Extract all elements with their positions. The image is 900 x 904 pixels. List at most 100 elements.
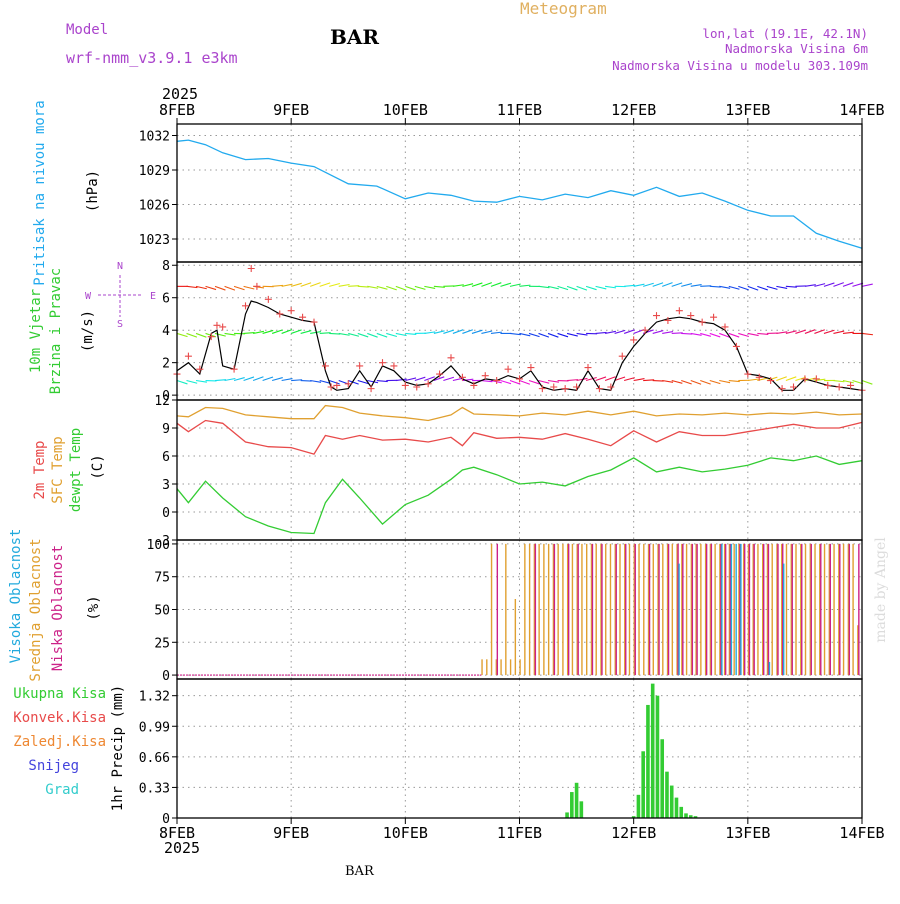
wind-arrow	[520, 381, 530, 385]
wind-gust-mark	[328, 384, 335, 391]
wind-title-1: 10m Vjetar	[28, 289, 44, 373]
y-tick-label: 9	[162, 422, 170, 437]
wind-arrow	[634, 284, 645, 286]
x-tick-label-bottom: 12FEB	[611, 824, 656, 842]
wind-arrow	[596, 286, 607, 289]
wind-arrow	[301, 331, 312, 334]
wind-gust-mark	[231, 366, 238, 373]
wind-arrow	[339, 333, 350, 335]
wind-arrow	[386, 286, 396, 290]
wind-gust-mark	[276, 310, 283, 317]
precip-bar	[637, 795, 641, 818]
sfc-temp-line	[177, 406, 862, 421]
wind-arrow	[215, 380, 226, 381]
wind-arrow	[367, 286, 378, 288]
wind-arrow	[662, 381, 673, 383]
wind-arrow	[225, 333, 236, 335]
wind-arrow	[405, 378, 416, 381]
y-tick-label: 1026	[139, 199, 170, 214]
wind-arrow	[348, 333, 359, 336]
y-tick-label: 1032	[139, 130, 170, 145]
lonlat-label: lon,lat (19.1E, 42.1N)	[702, 26, 868, 41]
wind-arrow	[634, 379, 645, 381]
wind-gust-mark	[642, 327, 649, 334]
wind-arrow	[510, 381, 520, 385]
y-tick-label: 0.33	[139, 781, 170, 796]
wind-arrow	[548, 381, 559, 383]
panel-frame-temperature	[177, 400, 862, 540]
model-name: wrf-nmm_v3.9.1 e3km	[66, 49, 238, 67]
wind-arrow	[367, 381, 378, 383]
wind-arrow	[320, 333, 331, 334]
wind-arrow	[776, 332, 787, 334]
credit: made by Angel	[873, 537, 889, 643]
wind-arrow	[862, 381, 872, 385]
wind-arrow	[453, 285, 464, 287]
compass-e: E	[150, 291, 156, 302]
wind-gust-mark	[539, 385, 546, 392]
precip-bar	[570, 792, 574, 818]
wind-arrow	[843, 381, 854, 383]
wind-arrow	[710, 286, 721, 287]
wind-arrow	[339, 285, 350, 287]
wind-arrow	[662, 332, 673, 334]
wind-arrow	[577, 286, 587, 290]
wind-arrow	[605, 286, 616, 288]
wind-gust-mark	[248, 265, 255, 272]
wind-arrow	[244, 286, 255, 289]
wind-arrow	[434, 331, 445, 334]
wind-arrow	[681, 284, 692, 287]
grid-layer	[177, 124, 862, 818]
wind-arrow	[225, 378, 236, 380]
wind-arrow	[700, 333, 711, 336]
temp-unit: (C)	[90, 454, 106, 479]
wind-arrow	[491, 283, 501, 287]
precip-legend-item: Konvek.Kisa	[13, 710, 106, 726]
wind-arrow	[577, 333, 588, 335]
wind-arrow	[348, 286, 359, 287]
wind-arrow	[814, 284, 825, 287]
wind-gust-mark	[448, 354, 455, 361]
wind-arrow	[481, 331, 492, 333]
wind-arrow	[396, 286, 406, 290]
wind-arrow	[196, 381, 207, 383]
wind-arrow	[691, 285, 702, 287]
wind-gust-mark	[265, 296, 272, 303]
wind-gust-mark	[630, 336, 637, 343]
wind-arrow	[206, 286, 217, 289]
product-title: Meteogram	[520, 0, 607, 18]
y-tick-label: 25	[154, 636, 170, 651]
y-tick-label: 3	[162, 478, 170, 493]
wind-gust-mark	[744, 371, 751, 378]
y-tick-label: 4	[162, 324, 170, 339]
temp-title-dewpt: dewpt Temp	[68, 428, 84, 512]
panel-frame-pressure	[177, 124, 862, 262]
cloud-title-low: Niska Oblacnost	[50, 545, 66, 671]
wind-arrow	[653, 331, 664, 334]
precip-legend-item: Grad	[45, 782, 79, 798]
wind-arrow	[833, 331, 844, 333]
wind-arrow	[529, 333, 540, 336]
precip-bar	[565, 812, 569, 818]
wind-arrow	[548, 286, 559, 288]
wind-arrow	[672, 333, 683, 334]
frame-layer	[172, 118, 862, 824]
x-tick-label-top: 10FEB	[383, 101, 428, 119]
precip-bar	[580, 801, 584, 818]
wind-gust-mark	[585, 364, 592, 371]
wind-arrow	[786, 377, 796, 381]
wind-arrow	[244, 377, 254, 381]
wind-arrow	[653, 283, 663, 287]
wind-arrow	[329, 333, 340, 334]
y-tick-label: 0.66	[139, 751, 170, 766]
wind-arrow	[500, 283, 511, 286]
wind-unit: (m/s)	[80, 310, 96, 352]
model-label: Model	[66, 22, 108, 38]
y-tick-label: 6	[162, 292, 170, 307]
cloud-title-high: Visoka Oblacnost	[8, 529, 24, 664]
wind-arrow	[434, 286, 445, 287]
wind-arrow	[500, 381, 511, 384]
wind-arrow	[301, 283, 311, 287]
wind-arrow	[177, 333, 188, 336]
